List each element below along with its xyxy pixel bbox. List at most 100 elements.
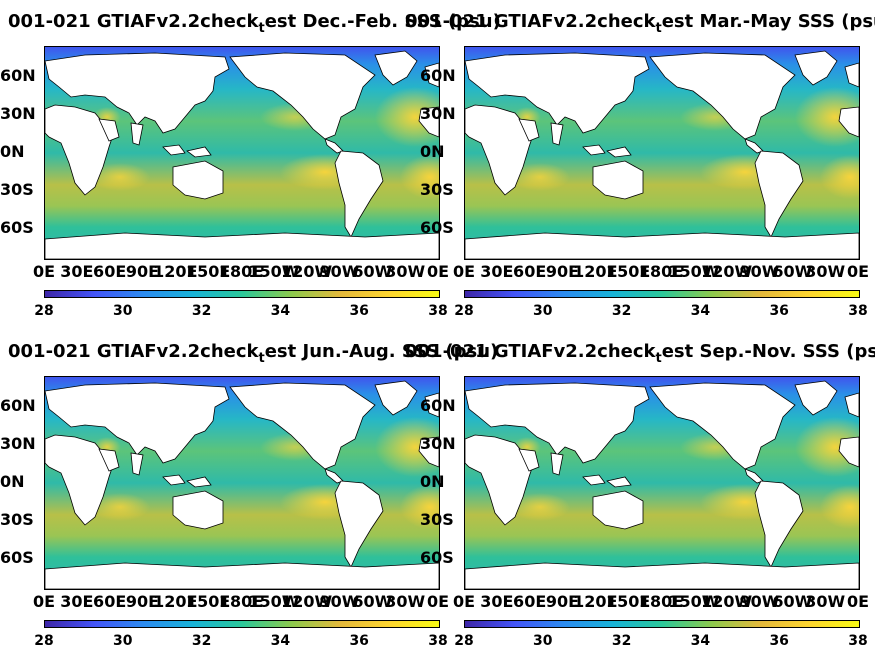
- colorbar-tick: 36: [769, 633, 789, 649]
- salinity-map: [464, 376, 860, 590]
- lat-label: 30S: [0, 180, 34, 199]
- lon-label: 30E: [60, 592, 94, 611]
- colorbar-tick: 38: [848, 633, 868, 649]
- title-subscript: t: [655, 21, 662, 36]
- lat-label: 30N: [420, 104, 456, 123]
- colorbar-tick: 34: [690, 633, 711, 649]
- lon-label: 0E: [452, 262, 476, 281]
- lon-label: 30W: [805, 262, 846, 281]
- map-canvas: [45, 377, 439, 589]
- lon-label: 90E: [125, 592, 160, 611]
- colorbar-tick: 36: [349, 303, 369, 319]
- lon-label: 150E: [605, 262, 651, 281]
- lon-label: 180E: [218, 592, 264, 611]
- salinity-map: [464, 46, 860, 260]
- title-subscript: t: [258, 351, 265, 366]
- lat-label: 60N: [0, 396, 36, 415]
- lon-axis: 0E 30E 60E 90E 120E 150E 180E 150W 120W 90W 60W 30W…: [0, 592, 449, 612]
- lon-label: 120E: [153, 592, 198, 611]
- lon-label: 30W: [385, 592, 426, 611]
- lon-label: 120E: [153, 262, 198, 281]
- map-canvas: [45, 47, 439, 259]
- lon-label: 30E: [480, 592, 514, 611]
- lon-label: 30E: [60, 262, 94, 281]
- lon-label: 150W: [248, 262, 300, 281]
- lon-label: 120E: [573, 262, 618, 281]
- title-tail: est Jun.-Aug. SSS (psu): [264, 341, 499, 362]
- lon-label: 30E: [480, 262, 514, 281]
- lat-label: 60N: [0, 66, 36, 85]
- panel-title: 001-021 GTIAFv2.2checktest Dec.-Feb. SSS…: [8, 11, 501, 36]
- colorbar-tick: 38: [428, 303, 448, 319]
- title-main: 001-021 GTIAFv2.2check: [8, 341, 259, 362]
- title-main: 001-021 GTIAFv2.2check: [8, 11, 259, 32]
- title-main: 001-021 GTIAFv2.2check: [405, 11, 656, 32]
- lat-label: 0N: [420, 142, 445, 161]
- colorbar-tick: 28: [34, 303, 54, 319]
- lat-label: 30S: [420, 510, 454, 529]
- title-main: 001-021 GTIAFv2.2check: [405, 341, 656, 362]
- title-tail: est Mar.-May SSS (psu): [661, 11, 875, 32]
- lat-label: 0N: [0, 472, 25, 491]
- lon-label: 60E: [513, 262, 547, 281]
- lat-label: 60N: [420, 66, 456, 85]
- colorbar-tick: 28: [454, 303, 474, 319]
- colorbar-tick: 32: [611, 633, 632, 649]
- colorbar-tick: 30: [113, 633, 133, 649]
- lat-label: 60S: [0, 218, 34, 237]
- lon-label: 60W: [352, 262, 393, 281]
- lon-label: 0E: [846, 592, 870, 611]
- colorbar: [44, 290, 440, 298]
- lon-label: 0E: [452, 592, 476, 611]
- lon-label: 150W: [248, 592, 300, 611]
- title-subscript: t: [655, 351, 662, 366]
- colorbar-tick: 32: [191, 303, 212, 319]
- lon-label: 120E: [573, 592, 618, 611]
- colorbar-tick: 38: [848, 303, 868, 319]
- salinity-map: [44, 46, 440, 260]
- colorbar-tick: 30: [533, 633, 553, 649]
- lon-label: 0E: [426, 592, 450, 611]
- lat-label: 60S: [420, 548, 454, 567]
- lat-label: 30N: [0, 104, 36, 123]
- colorbar: [464, 620, 860, 628]
- lon-axis: 0E 30E 60E 90E 120E 150E 180E 150W 120W 90W 60W 30W…: [0, 594, 869, 612]
- lon-label: 90W: [319, 262, 360, 281]
- panel-title: 001-021 GTIAFv2.2checktest Jun.-Aug. SSS…: [8, 341, 499, 366]
- map-canvas: [465, 377, 859, 589]
- colorbar-tick: 38: [428, 633, 448, 649]
- colorbar: [464, 290, 860, 298]
- lat-label: 30S: [0, 510, 34, 529]
- lat-label: 30N: [420, 434, 456, 453]
- colorbar-tick: 30: [113, 303, 133, 319]
- colorbar-tick: 34: [270, 303, 291, 319]
- lon-label: 30W: [805, 592, 846, 611]
- lon-label: 90E: [545, 262, 580, 281]
- title-subscript: t: [258, 21, 265, 36]
- lon-label: 90W: [319, 592, 360, 611]
- salinity-map: [44, 376, 440, 590]
- colorbar-tick: 36: [349, 633, 369, 649]
- colorbar-tick: 34: [270, 633, 291, 649]
- lon-label: 90W: [739, 262, 780, 281]
- lon-label: 180E: [218, 262, 264, 281]
- lon-label: 0E: [846, 262, 870, 281]
- lon-label: 60W: [352, 592, 393, 611]
- colorbar-tick: 34: [690, 303, 711, 319]
- lon-label: 60W: [772, 262, 813, 281]
- lon-axis: 0E 30E 60E 90E 120E 150E 180E 150W 120W 90W 60W 30W…: [0, 264, 869, 282]
- colorbar-tick: 32: [191, 633, 212, 649]
- panel-title: 001-021 GTIAFv2.2checktest Mar.-May SSS …: [405, 11, 875, 36]
- lon-label: 0E: [32, 592, 56, 611]
- lat-label: 60S: [0, 548, 34, 567]
- panel-title: 001-021 GTIAFv2.2checktest Sep.-Nov. SSS…: [405, 341, 875, 366]
- lon-label: 150W: [668, 262, 720, 281]
- lon-label: 0E: [32, 262, 56, 281]
- lon-label: 60E: [513, 592, 547, 611]
- lat-label: 30N: [0, 434, 36, 453]
- colorbar: [44, 620, 440, 628]
- lon-label: 150E: [185, 262, 231, 281]
- lon-label: 60E: [93, 262, 127, 281]
- lat-label: 30S: [420, 180, 454, 199]
- lon-label: 150E: [185, 592, 231, 611]
